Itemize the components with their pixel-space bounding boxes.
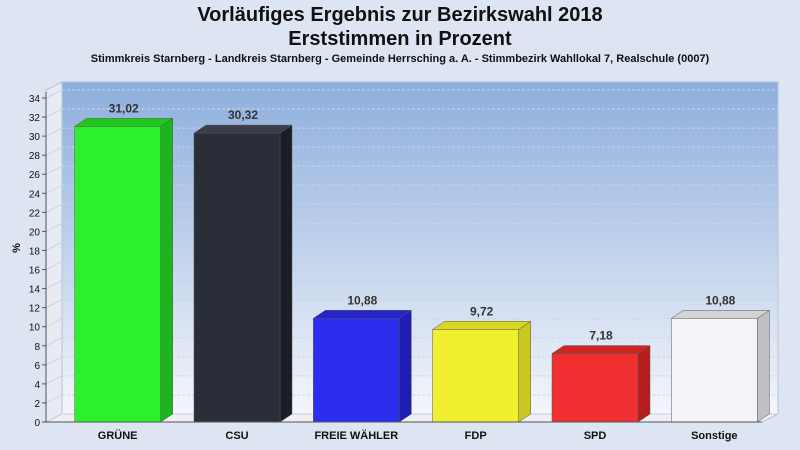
grid-line-wall bbox=[45, 394, 63, 404]
grid-line-wall bbox=[45, 299, 63, 309]
grid-line-wall bbox=[45, 146, 63, 156]
grid-line-wall bbox=[45, 356, 63, 366]
y-tick-label: 22 bbox=[29, 208, 41, 219]
bar-top bbox=[312, 310, 413, 319]
y-tick-label: 16 bbox=[29, 266, 41, 277]
bar-freie-wähler bbox=[312, 309, 413, 423]
bar-top bbox=[73, 118, 174, 127]
chart-title-line1: Vorläufiges Ergebnis zur Bezirkswahl 201… bbox=[197, 4, 603, 26]
y-tick-label: 10 bbox=[29, 323, 41, 334]
y-tick-label: 18 bbox=[29, 246, 41, 257]
bar-value-label: 10,88 bbox=[705, 293, 735, 307]
bar-top bbox=[670, 310, 771, 319]
grid-line-wall bbox=[45, 261, 63, 270]
y-tick-label: 28 bbox=[29, 151, 41, 162]
bar-grüne bbox=[73, 117, 174, 423]
y-tick-label: 4 bbox=[34, 380, 40, 391]
y-tick-label: 6 bbox=[34, 361, 40, 372]
x-category-label: SPD bbox=[584, 430, 607, 442]
x-category-label: CSU bbox=[225, 430, 248, 442]
bar-side bbox=[399, 309, 412, 423]
bar-top bbox=[431, 321, 532, 330]
y-tick-label: 30 bbox=[29, 132, 41, 143]
bar-fdp bbox=[431, 320, 532, 423]
plot-left-wall bbox=[45, 81, 63, 423]
y-tick-label: 34 bbox=[29, 94, 41, 105]
bar-top bbox=[551, 345, 651, 354]
grid-line-wall bbox=[45, 203, 63, 213]
x-category-label: FREIE WÄHLER bbox=[314, 429, 398, 442]
bar-front bbox=[74, 126, 161, 423]
grid-line-wall bbox=[45, 337, 63, 347]
chart-subtitle: Stimmkreis Starnberg - Landkreis Starnbe… bbox=[90, 53, 710, 65]
grid-line-wall bbox=[45, 375, 63, 385]
chart-title: Vorläufiges Ergebnis zur Bezirkswahl 201… bbox=[0, 3, 800, 51]
bar-value-label: 9,72 bbox=[470, 304, 494, 318]
y-tick-label: 12 bbox=[29, 304, 41, 315]
grid-line-wall bbox=[45, 127, 63, 137]
plot-background bbox=[61, 81, 779, 415]
grid-line-wall bbox=[45, 318, 63, 328]
chart-title-line2: Erststimmen in Prozent bbox=[288, 28, 512, 50]
bar-value-label: 10,88 bbox=[347, 293, 377, 307]
grid-line-wall bbox=[45, 108, 63, 118]
y-tick-label: 14 bbox=[29, 285, 41, 296]
grid-line-wall bbox=[45, 242, 63, 251]
grid-line-wall bbox=[45, 184, 63, 194]
bar-spd bbox=[551, 345, 651, 423]
grid-line-wall bbox=[45, 413, 63, 423]
grid-line-wall bbox=[45, 222, 63, 232]
x-category-label: Sonstige bbox=[691, 430, 737, 442]
y-tick-label: 26 bbox=[29, 170, 41, 181]
grid-line-wall bbox=[45, 89, 63, 99]
bar-side bbox=[757, 309, 770, 423]
grid-line-wall bbox=[45, 280, 63, 290]
grid-line-wall bbox=[45, 165, 63, 175]
bar-front bbox=[671, 318, 758, 423]
y-axis-label: % bbox=[11, 243, 23, 253]
bar-top bbox=[193, 124, 293, 134]
x-category-label: GRÜNE bbox=[98, 429, 138, 442]
y-tick-label: 24 bbox=[29, 189, 41, 200]
x-category-label: FDP bbox=[465, 430, 487, 442]
y-tick-label: 2 bbox=[34, 399, 40, 410]
y-tick-label: 8 bbox=[34, 342, 40, 353]
bar-value-label: 30,32 bbox=[228, 108, 258, 122]
bar-front bbox=[551, 353, 639, 423]
bar-side bbox=[637, 345, 651, 423]
bar-front bbox=[313, 318, 400, 423]
y-tick-label: 32 bbox=[29, 113, 41, 124]
bar-side bbox=[518, 320, 531, 423]
bar-value-label: 31,02 bbox=[109, 101, 139, 115]
bar-value-label: 7,18 bbox=[589, 329, 613, 343]
y-tick-label: 0 bbox=[34, 418, 40, 429]
bar-front bbox=[193, 132, 281, 423]
bar-front bbox=[432, 329, 519, 423]
bar-csu bbox=[193, 124, 293, 423]
bar-side bbox=[160, 117, 173, 423]
bar-side bbox=[279, 124, 293, 423]
bar-sonstige bbox=[670, 309, 771, 423]
y-tick-label: 20 bbox=[29, 227, 41, 238]
